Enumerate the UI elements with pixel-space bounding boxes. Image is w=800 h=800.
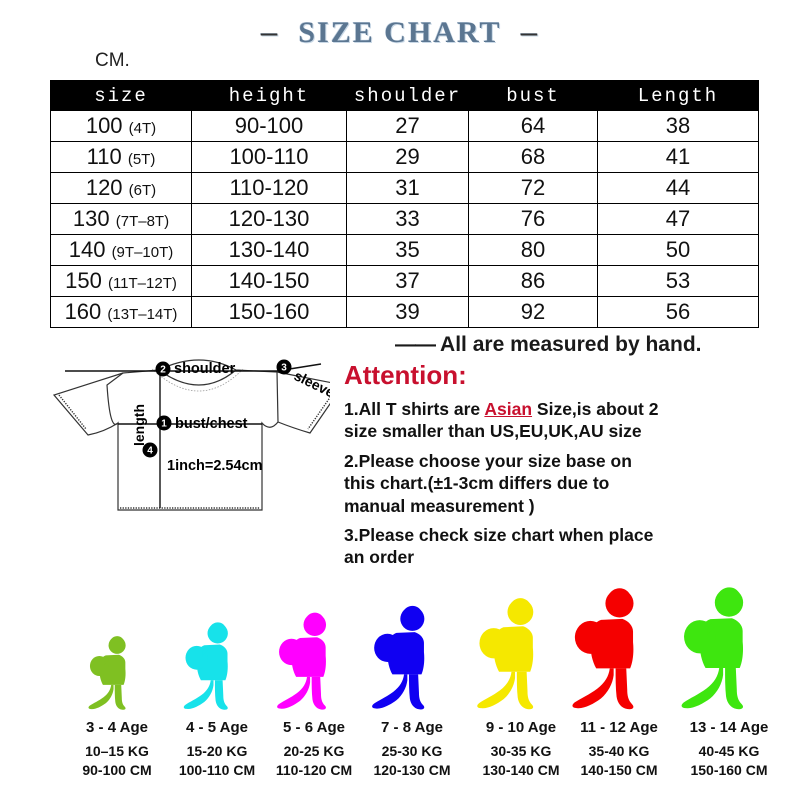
svg-text:sleeve: sleeve (292, 367, 330, 400)
svg-text:3: 3 (281, 363, 287, 374)
svg-text:1: 1 (161, 419, 167, 430)
svg-text:1inch=2.54cm: 1inch=2.54cm (167, 458, 263, 474)
svg-text:length: length (131, 404, 147, 446)
svg-text:shoulder: shoulder (174, 361, 236, 377)
svg-text:bust/chest: bust/chest (175, 416, 248, 432)
svg-text:4: 4 (147, 446, 153, 457)
svg-text:2: 2 (160, 365, 166, 376)
